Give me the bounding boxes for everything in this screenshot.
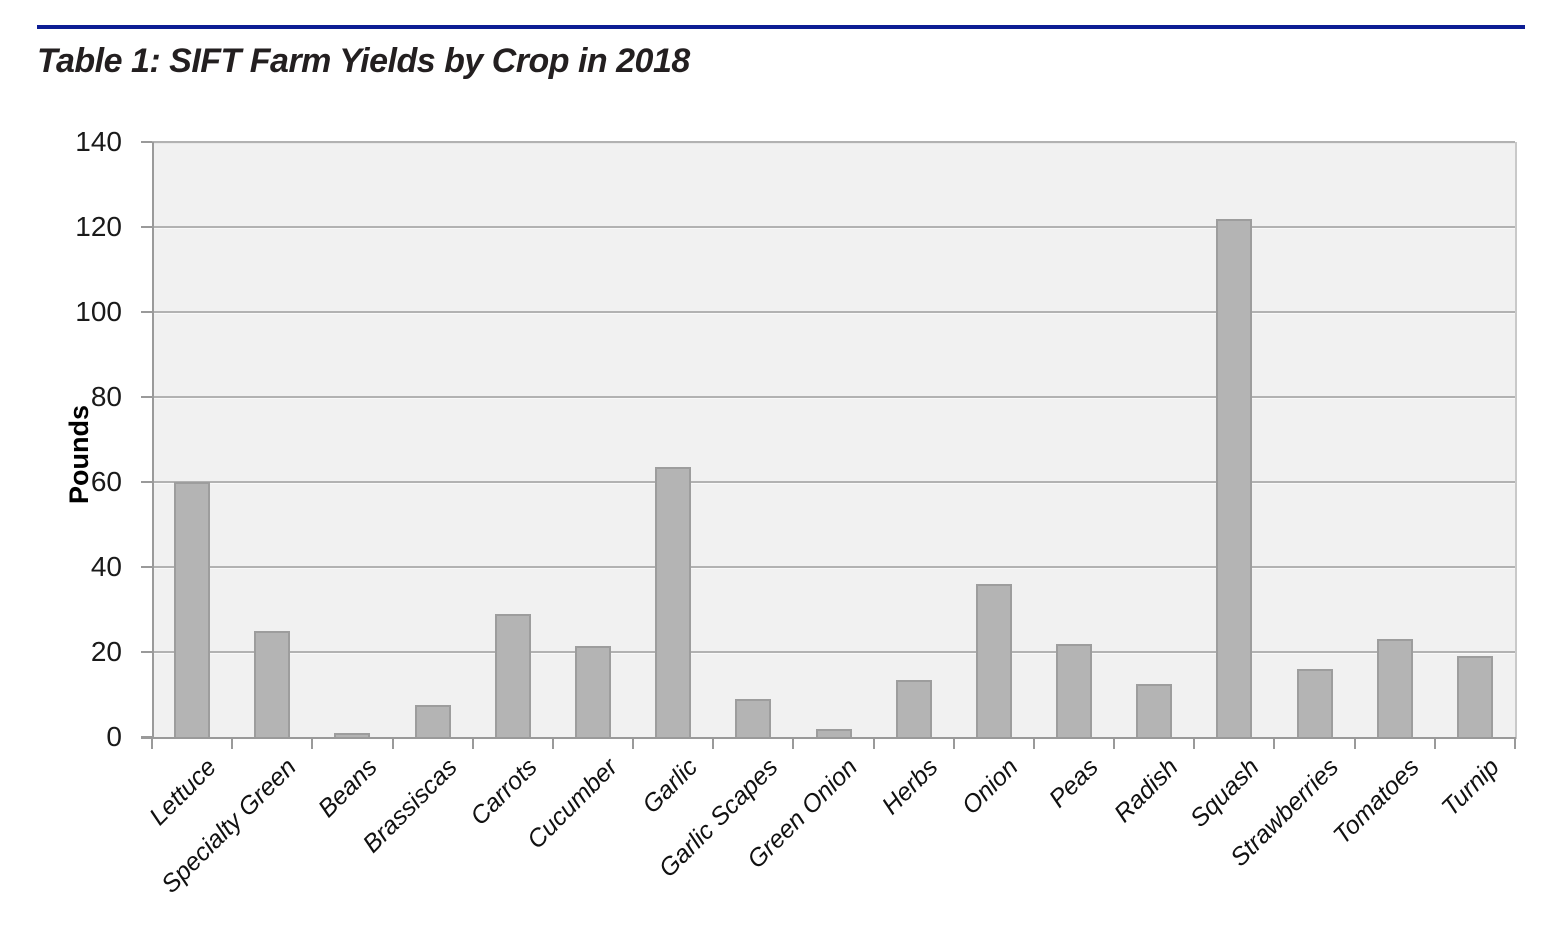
y-axis-tick — [141, 311, 152, 313]
x-tick-label: Herbs — [876, 753, 944, 820]
x-axis-tick — [1193, 737, 1196, 749]
y-tick-label: 100 — [75, 296, 122, 327]
x-tick-label: Carrots — [464, 753, 543, 831]
y-axis-tick — [141, 651, 152, 653]
bar — [1456, 656, 1493, 737]
x-tick-label: Radish — [1109, 753, 1185, 828]
bar — [735, 698, 772, 737]
bar — [1056, 643, 1093, 737]
y-axis-tick — [141, 566, 152, 568]
bar — [895, 679, 932, 737]
x-axis-tick — [632, 737, 635, 749]
x-axis-tick — [1433, 737, 1436, 749]
x-axis-tick — [952, 737, 955, 749]
x-axis-tick — [391, 737, 394, 749]
x-axis-line — [141, 737, 1515, 739]
x-tick-label: Turnip — [1436, 753, 1505, 822]
x-axis-tick — [1514, 737, 1516, 749]
x-axis-tick — [1032, 737, 1035, 749]
gridline — [152, 311, 1515, 313]
x-tick-label: Squash — [1184, 753, 1265, 833]
y-tick-label: 140 — [75, 126, 122, 157]
y-axis-tick — [141, 141, 152, 143]
x-axis-tick — [551, 737, 554, 749]
accent-rule — [37, 25, 1525, 29]
x-axis-tick — [712, 737, 715, 749]
gridline — [152, 651, 1515, 653]
y-axis-tick — [141, 481, 152, 483]
x-axis-tick — [792, 737, 795, 749]
gridline — [152, 141, 1515, 143]
bar — [815, 728, 852, 737]
x-axis-tick — [1273, 737, 1276, 749]
bar — [1136, 683, 1173, 737]
x-axis-tick — [1353, 737, 1356, 749]
x-tick-label: Garlic — [636, 753, 703, 819]
bar — [655, 467, 692, 737]
bar — [494, 613, 531, 737]
x-tick-label: Peas — [1043, 753, 1104, 814]
bar — [574, 645, 611, 737]
bar — [1216, 218, 1253, 737]
x-tick-label: Onion — [956, 753, 1024, 820]
x-axis-tick — [471, 737, 474, 749]
bar — [1376, 639, 1413, 737]
x-axis-tick — [311, 737, 314, 749]
bar — [1296, 669, 1333, 737]
x-axis-tick — [872, 737, 875, 749]
gridline — [152, 566, 1515, 568]
x-axis-tick — [1113, 737, 1116, 749]
y-axis-tick — [141, 226, 152, 228]
y-tick-label: 20 — [90, 636, 122, 667]
gridline — [152, 396, 1515, 398]
x-axis-tick — [231, 737, 234, 749]
plot-area — [152, 142, 1517, 739]
y-tick-label: 120 — [75, 211, 122, 242]
y-tick-label: 60 — [90, 466, 122, 497]
gridline — [152, 226, 1515, 228]
x-tick-label: Beans — [312, 753, 383, 823]
y-tick-label: 0 — [106, 721, 122, 752]
bar — [975, 584, 1012, 737]
gridline — [152, 481, 1515, 483]
y-axis-tick — [141, 396, 152, 398]
bar — [334, 732, 371, 737]
bar — [174, 482, 211, 737]
bar — [254, 630, 291, 737]
x-axis-tick — [151, 737, 153, 749]
y-tick-label: 80 — [90, 381, 122, 412]
x-tick-label: Tomatoes — [1327, 753, 1425, 850]
y-tick-label: 40 — [90, 551, 122, 582]
bar — [414, 705, 451, 737]
x-tick-label: Lettuce — [144, 753, 222, 831]
figure-title: Table 1: SIFT Farm Yields by Crop in 201… — [37, 42, 690, 80]
y-axis-line — [152, 142, 154, 739]
